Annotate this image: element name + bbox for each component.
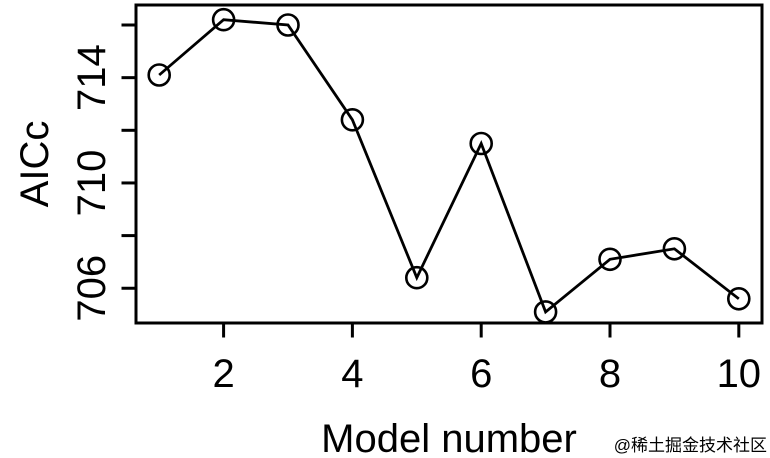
plot-box [134, 3, 764, 325]
data-point [404, 265, 429, 290]
data-point [662, 237, 687, 261]
data-point [598, 247, 622, 272]
y-tick-label: 710 [70, 150, 114, 217]
y-tick-label: 714 [70, 44, 114, 111]
x-tick-label: 2 [212, 352, 234, 396]
data-series [147, 7, 751, 324]
x-tick-label: 4 [341, 352, 363, 396]
data-point [147, 63, 171, 87]
x-axis-label: Model number [321, 417, 577, 458]
data-point [276, 13, 300, 37]
data-point [533, 300, 558, 324]
y-tick-label: 706 [70, 255, 114, 322]
y-axis-label: AICc [13, 121, 57, 208]
data-point [340, 108, 365, 132]
data-point [726, 286, 751, 311]
data-line [158, 18, 740, 315]
watermark: @稀土掘金技术社区 [614, 436, 767, 455]
x-tick-label: 8 [599, 352, 621, 396]
axis-ticks: 706 710 714 2 4 6 8 10 [70, 23, 762, 396]
x-tick-label: 6 [470, 352, 492, 396]
x-tick-label: 10 [717, 352, 762, 396]
data-point [211, 7, 236, 32]
data-point [469, 131, 494, 156]
